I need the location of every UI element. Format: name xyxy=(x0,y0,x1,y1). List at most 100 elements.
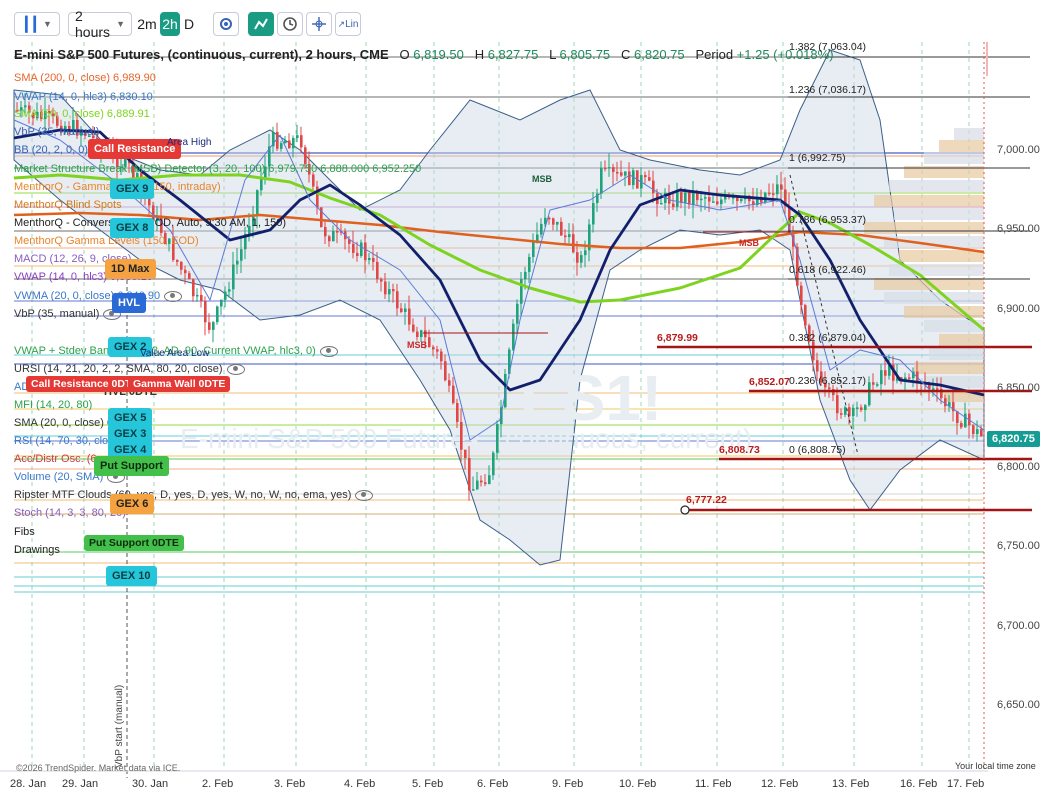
candle-body xyxy=(20,107,23,111)
gamma-pill[interactable]: GEX 6 xyxy=(110,494,155,514)
legend-item[interactable]: Fibs xyxy=(14,526,35,539)
chart-type-button[interactable]: ┃┃ ▼ xyxy=(14,12,60,36)
legend-item[interactable]: SMA (50, 0, close) 6,889.91 xyxy=(14,108,150,121)
gamma-pill[interactable]: Call Resistance 0DTE xyxy=(26,376,144,392)
eye-icon[interactable] xyxy=(355,489,374,501)
candle-body xyxy=(940,388,943,399)
candle-body xyxy=(164,232,167,244)
gamma-pill[interactable]: GEX 9 xyxy=(110,179,155,199)
legend-item[interactable]: Stoch (14, 3, 3, 80, 20) xyxy=(14,507,126,520)
legend-item[interactable]: SMA (200, 0, close) 6,989.90 xyxy=(14,72,156,85)
legend-item[interactable]: Ripster MTF Clouds (60, yes, D, yes, D, … xyxy=(14,489,374,502)
gamma-pill[interactable]: GEX 4 xyxy=(108,440,153,460)
eye-icon[interactable] xyxy=(319,345,338,357)
legend-item[interactable]: MACD (12, 26, 9, close) xyxy=(14,253,131,266)
timezone-text[interactable]: Your local time zone xyxy=(955,761,1036,771)
candle-body xyxy=(564,235,567,238)
x-axis-label: 10. Feb xyxy=(619,778,657,790)
replay-button[interactable] xyxy=(277,12,303,36)
legend-item-label: SMA (50, 0, close) 6,889.91 xyxy=(14,108,150,120)
legend-item[interactable]: VWAP (14, 0, hlc3) 6,830.10 xyxy=(14,91,153,104)
gamma-pill[interactable]: GEX 3 xyxy=(108,424,153,444)
symbol-header: E-mini S&P 500 Futures, (continuous, cur… xyxy=(14,47,834,62)
candle-body xyxy=(456,403,459,422)
fib-label: 1 (6,992.75) xyxy=(789,152,846,164)
settings-button[interactable] xyxy=(213,12,239,36)
candle-body xyxy=(648,177,651,181)
candle-body xyxy=(780,184,783,190)
gamma-pill[interactable]: GEX 10 xyxy=(106,566,157,586)
candle-body xyxy=(608,167,611,169)
candle-body xyxy=(568,234,571,238)
x-axis-label: 4. Feb xyxy=(344,778,376,790)
legend-item[interactable]: RSI (14, 70, 30, close) xyxy=(14,435,123,448)
candle-body xyxy=(328,236,331,242)
y-axis-label: 6,900.00 xyxy=(997,302,1040,315)
candle-body xyxy=(552,218,555,225)
gamma-pill[interactable]: Put Support xyxy=(94,456,169,476)
legend-item[interactable]: Market Structure Break (MSB) Detector (3… xyxy=(14,163,421,176)
gamma-pill[interactable]: Put Support 0DTE xyxy=(84,535,184,551)
gamma-pill[interactable]: Gamma Wall 0DTE xyxy=(128,376,231,392)
interval-2h-button[interactable]: 2h xyxy=(160,12,180,36)
eye-icon[interactable] xyxy=(226,363,245,375)
legend-item[interactable]: VbP (35, manual) xyxy=(14,126,99,139)
legend-item[interactable]: MFI (14, 20, 80) xyxy=(14,399,92,412)
interval-2m-button[interactable]: 2m xyxy=(136,12,158,36)
candle-body xyxy=(576,252,579,263)
gamma-pill[interactable]: 1D Max xyxy=(105,259,156,279)
candle-body xyxy=(824,382,827,388)
current-price-tag: 6,820.75 xyxy=(987,431,1040,447)
x-axis-label: 16. Feb xyxy=(900,778,938,790)
legend-item[interactable]: Acc/Distr Osc. (6, ... xyxy=(14,453,112,466)
volume-profile-bar xyxy=(894,208,984,220)
crosshair-button[interactable] xyxy=(306,12,332,36)
candle-body xyxy=(472,489,475,491)
eye-icon[interactable] xyxy=(164,290,183,302)
interval-d-button[interactable]: D xyxy=(181,12,197,36)
candle-body xyxy=(284,140,287,144)
gamma-pill[interactable]: GEX 5 xyxy=(108,408,153,428)
gamma-pill[interactable]: GEX 8 xyxy=(110,218,155,238)
price-chart[interactable]: ES1! E-mini S&P 500 Futures, (continuous… xyxy=(0,42,1052,800)
candle-body xyxy=(92,135,95,139)
legend-item[interactable]: VWMA (20, 0, close) 6,840.90 xyxy=(14,290,183,303)
scale-toggle-button[interactable]: ↗ Lin xyxy=(335,12,361,36)
candle-body xyxy=(288,140,291,149)
legend-item[interactable]: VWAP + Stdev Bands (1, 2, 3, AD, 90, Cur… xyxy=(14,345,338,358)
candle-body xyxy=(32,112,35,119)
trend-tool-button[interactable] xyxy=(248,12,274,36)
candle-body xyxy=(588,224,591,251)
legend-item[interactable]: URSI (14, 21, 20, 2, 2, SMA, 80, 20, clo… xyxy=(14,363,245,376)
candle-body xyxy=(68,125,71,132)
candle-body xyxy=(784,189,787,207)
x-axis-label: 6. Feb xyxy=(477,778,509,790)
interval-select[interactable]: 2 hours ▼ xyxy=(68,8,132,40)
fib-label: 0.382 (6,879.04) xyxy=(789,332,867,344)
candle-body xyxy=(704,197,707,199)
legend-item[interactable]: MenthorQ Gamma Levels (150, EOD) xyxy=(14,235,199,248)
candle-body xyxy=(296,135,299,139)
candle-body xyxy=(224,291,227,300)
candle-body xyxy=(40,111,43,119)
candle-body xyxy=(708,197,711,202)
candle-body xyxy=(532,241,535,257)
candle-body xyxy=(820,371,823,383)
candle-body xyxy=(508,349,511,374)
legend-item[interactable]: VbP (35, manual) xyxy=(14,308,122,321)
gamma-pill[interactable]: HVL xyxy=(112,293,146,313)
high-label: H xyxy=(474,47,485,62)
legend-item-label: SMA (200, 0, close) 6,989.90 xyxy=(14,72,156,84)
x-axis-label: 5. Feb xyxy=(412,778,444,790)
candle-body xyxy=(352,243,355,253)
legend-item[interactable]: MenthorQ Blind Spots xyxy=(14,199,122,212)
candle-body xyxy=(600,167,603,194)
legend-item[interactable]: Drawings xyxy=(14,544,60,557)
legend-item-label: Ripster MTF Clouds (60, yes, D, yes, D, … xyxy=(14,489,352,501)
gamma-pill[interactable]: Call Resistance xyxy=(88,139,182,159)
candle-body xyxy=(444,361,447,381)
candle-body xyxy=(424,330,427,338)
candle-body xyxy=(416,331,419,337)
candle-body xyxy=(528,256,531,272)
gamma-pill[interactable]: GEX 2 xyxy=(108,337,153,357)
